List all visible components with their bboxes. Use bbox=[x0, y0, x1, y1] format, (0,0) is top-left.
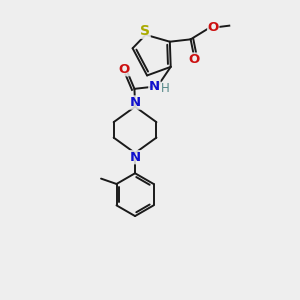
Text: S: S bbox=[140, 24, 150, 38]
Text: H: H bbox=[160, 82, 169, 95]
Text: O: O bbox=[188, 53, 200, 66]
Text: N: N bbox=[149, 80, 160, 93]
Text: O: O bbox=[208, 21, 219, 34]
Text: O: O bbox=[118, 63, 129, 76]
Text: N: N bbox=[130, 151, 141, 164]
Text: N: N bbox=[130, 96, 141, 109]
